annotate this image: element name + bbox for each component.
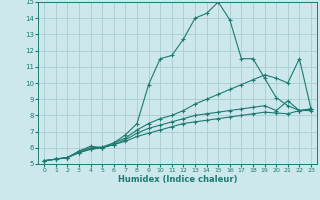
X-axis label: Humidex (Indice chaleur): Humidex (Indice chaleur) [118,175,237,184]
